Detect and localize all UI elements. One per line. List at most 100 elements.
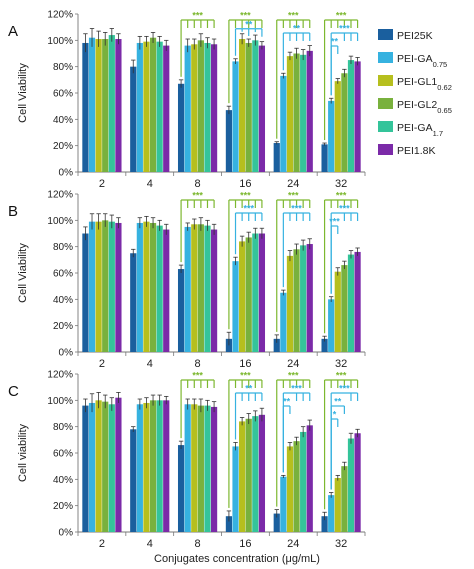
- bar: [136, 404, 143, 532]
- bar: [225, 110, 233, 172]
- legend-item: PEI-GL10.62: [378, 75, 452, 92]
- bar: [354, 433, 361, 532]
- significance-label: **: [283, 397, 291, 407]
- x-tick-label: 2: [99, 358, 105, 370]
- x-tick-label: 32: [335, 358, 347, 370]
- bar: [102, 39, 109, 173]
- bar: [102, 220, 109, 352]
- bar: [306, 244, 313, 352]
- bar: [143, 402, 150, 532]
- bar: [184, 404, 191, 532]
- y-tick-label: 0%: [59, 168, 74, 179]
- bar: [293, 441, 300, 532]
- legend-label: PEI-GA0.75: [397, 53, 447, 69]
- bar: [273, 513, 280, 532]
- legend-item: PEI25K: [378, 29, 433, 42]
- x-tick-label: 8: [195, 538, 201, 550]
- legend-label: PEI-GA1.7: [397, 122, 443, 138]
- legend-item: PEI-GL20.65: [378, 98, 452, 115]
- bar: [280, 476, 287, 532]
- x-tick-label: 4: [147, 178, 153, 190]
- y-tick-label: 100%: [47, 396, 73, 407]
- legend-item: PEI-GA1.7: [378, 121, 443, 138]
- bar: [354, 61, 361, 172]
- bar: [191, 224, 198, 352]
- bar: [108, 404, 115, 532]
- y-tick-label: 40%: [53, 115, 73, 126]
- bar: [347, 60, 355, 173]
- significance-label: ***: [240, 191, 251, 201]
- bar: [197, 224, 204, 352]
- x-tick-label: 16: [239, 178, 251, 190]
- legend-item: PEI-GA0.75: [378, 52, 447, 69]
- y-tick-label: 0%: [59, 348, 74, 359]
- bar: [191, 404, 198, 532]
- bar: [95, 39, 102, 173]
- bar: [149, 400, 157, 532]
- bar: [204, 225, 211, 352]
- significance-label: ***: [192, 371, 203, 381]
- x-tick-label: 16: [239, 538, 251, 550]
- bar: [177, 445, 185, 532]
- bar: [130, 429, 137, 532]
- bar: [300, 431, 307, 532]
- bar: [286, 56, 294, 173]
- bar: [136, 42, 143, 172]
- y-tick-label: 80%: [53, 62, 73, 73]
- y-tick-label: 40%: [53, 475, 73, 486]
- significance-label: **: [331, 37, 339, 47]
- bar: [306, 425, 313, 532]
- x-tick-label: 4: [147, 358, 153, 370]
- bar: [252, 40, 259, 173]
- significance-label: ***: [243, 204, 254, 214]
- bar: [136, 222, 143, 352]
- bar: [328, 100, 335, 172]
- bar: [225, 516, 233, 532]
- bar: [210, 229, 218, 352]
- bar: [334, 478, 341, 532]
- y-tick-label: 80%: [53, 242, 73, 253]
- y-tick-label: 100%: [47, 36, 73, 47]
- bar: [130, 66, 137, 172]
- bar: [245, 418, 252, 532]
- bar: [143, 41, 150, 173]
- significance-label: ***: [336, 191, 347, 201]
- significance-label: **: [293, 24, 301, 34]
- bar: [184, 226, 191, 352]
- y-tick-label: 120%: [47, 10, 73, 21]
- panel-label: B: [8, 203, 18, 220]
- legend-swatch: [378, 98, 393, 109]
- y-tick-label: 20%: [53, 501, 73, 512]
- y-tick-label: 60%: [53, 269, 73, 280]
- significance-label: ***: [339, 384, 350, 394]
- significance-label: ***: [288, 191, 299, 201]
- bar: [252, 416, 259, 532]
- bar: [293, 53, 300, 172]
- x-tick-label: 8: [195, 358, 201, 370]
- y-axis-label: Cell viability: [17, 423, 29, 482]
- significance-label: ***: [192, 191, 203, 201]
- bar: [232, 446, 239, 532]
- significance-label: ***: [339, 24, 350, 34]
- bar: [191, 44, 198, 172]
- x-tick-label: 4: [147, 538, 153, 550]
- x-tick-label: 24: [287, 538, 299, 550]
- y-tick-label: 120%: [47, 190, 73, 201]
- bar: [225, 338, 233, 352]
- y-tick-label: 0%: [59, 528, 74, 539]
- bar: [239, 421, 246, 532]
- significance-label: ***: [288, 11, 299, 21]
- bar: [163, 400, 170, 532]
- x-tick-label: 8: [195, 178, 201, 190]
- bar: [115, 39, 122, 173]
- bar: [88, 402, 96, 532]
- legend-swatch: [378, 121, 393, 132]
- bar: [258, 233, 266, 352]
- significance-label: ***: [329, 217, 340, 227]
- bar: [210, 44, 218, 172]
- significance-label: ***: [291, 204, 302, 214]
- legend-item: PEI1.8K: [378, 144, 436, 157]
